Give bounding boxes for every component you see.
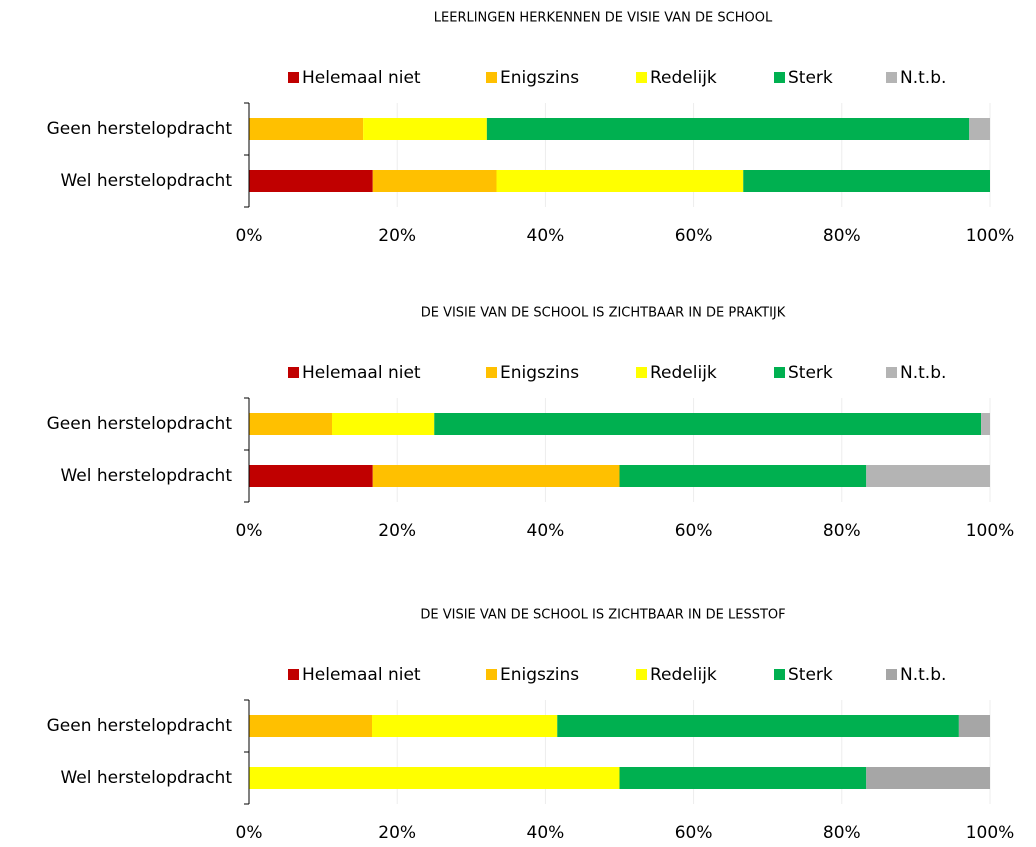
legend-swatch <box>486 367 497 378</box>
x-tick-label: 0% <box>236 823 263 843</box>
x-tick-label: 60% <box>675 521 713 541</box>
x-tick-label: 60% <box>675 226 713 246</box>
x-tick-label: 40% <box>527 521 565 541</box>
x-tick-label: 20% <box>378 823 416 843</box>
bar-segment <box>486 118 970 140</box>
legend-swatch <box>774 669 785 680</box>
chart-title: LEERLINGEN HERKENNEN DE VISIE VAN DE SCH… <box>434 11 773 26</box>
y-tick-label: Geen herstelopdracht <box>47 716 233 736</box>
x-tick-label: 100% <box>966 226 1015 246</box>
legend-swatch <box>774 367 785 378</box>
bar-segment <box>249 413 332 435</box>
bar-segment <box>743 170 990 192</box>
legend-label: Redelijk <box>650 665 717 685</box>
x-tick-label: 80% <box>823 226 861 246</box>
x-tick-label: 80% <box>823 521 861 541</box>
bar-segment <box>249 170 373 192</box>
x-tick-label: 100% <box>966 521 1015 541</box>
legend-label: N.t.b. <box>900 68 946 88</box>
bar-segment <box>331 413 435 435</box>
legend-label: Sterk <box>788 665 833 685</box>
bar-segment <box>619 767 867 789</box>
chart-title: DE VISIE VAN DE SCHOOL IS ZICHTBAAR IN D… <box>421 306 786 321</box>
legend-label: Enigszins <box>500 68 579 88</box>
legend-label: Sterk <box>788 68 833 88</box>
x-tick-label: 100% <box>966 823 1015 843</box>
legend-swatch <box>886 367 897 378</box>
legend-label: Enigszins <box>500 665 579 685</box>
bar-segment <box>557 715 959 737</box>
y-tick-label: Wel herstelopdracht <box>60 466 232 486</box>
bar-segment <box>363 118 487 140</box>
legend-swatch <box>636 367 647 378</box>
bar-segment <box>969 118 990 140</box>
bar-segment <box>249 118 364 140</box>
legend-swatch <box>886 669 897 680</box>
legend-label: N.t.b. <box>900 363 946 383</box>
bar-segment <box>372 170 497 192</box>
legend-swatch <box>886 72 897 83</box>
y-tick-label: Geen herstelopdracht <box>47 119 233 139</box>
chart-title: DE VISIE VAN DE SCHOOL IS ZICHTBAAR IN D… <box>420 608 785 623</box>
legend-swatch <box>774 72 785 83</box>
bar-segment <box>496 170 744 192</box>
legend-label: Redelijk <box>650 68 717 88</box>
x-tick-label: 20% <box>378 226 416 246</box>
x-tick-label: 80% <box>823 823 861 843</box>
x-tick-label: 40% <box>527 823 565 843</box>
legend-swatch <box>288 669 299 680</box>
legend-swatch <box>288 72 299 83</box>
x-tick-label: 0% <box>236 226 263 246</box>
legend-swatch <box>486 669 497 680</box>
legend-label: Enigszins <box>500 363 579 383</box>
legend-label: Helemaal niet <box>302 363 421 383</box>
legend-label: Helemaal niet <box>302 68 421 88</box>
bar-segment <box>249 715 373 737</box>
legend-swatch <box>636 669 647 680</box>
x-tick-label: 0% <box>236 521 263 541</box>
x-tick-label: 60% <box>675 823 713 843</box>
x-tick-label: 20% <box>378 521 416 541</box>
bar-segment <box>372 715 558 737</box>
y-tick-label: Wel herstelopdracht <box>60 768 232 788</box>
legend-label: Redelijk <box>650 363 717 383</box>
y-tick-label: Wel herstelopdracht <box>60 171 232 191</box>
bar-segment <box>434 413 982 435</box>
legend-swatch <box>486 72 497 83</box>
bar-segment <box>619 465 867 487</box>
legend-swatch <box>636 72 647 83</box>
bar-segment <box>372 465 620 487</box>
legend-label: Sterk <box>788 363 833 383</box>
x-tick-label: 40% <box>527 226 565 246</box>
legend-label: N.t.b. <box>900 665 946 685</box>
bar-segment <box>249 767 620 789</box>
legend-label: Helemaal niet <box>302 665 421 685</box>
bar-segment <box>958 715 990 737</box>
bar-segment <box>866 767 990 789</box>
bar-segment <box>981 413 990 435</box>
bar-segment <box>866 465 990 487</box>
legend-swatch <box>288 367 299 378</box>
bar-segment <box>249 465 373 487</box>
y-tick-label: Geen herstelopdracht <box>47 414 233 434</box>
